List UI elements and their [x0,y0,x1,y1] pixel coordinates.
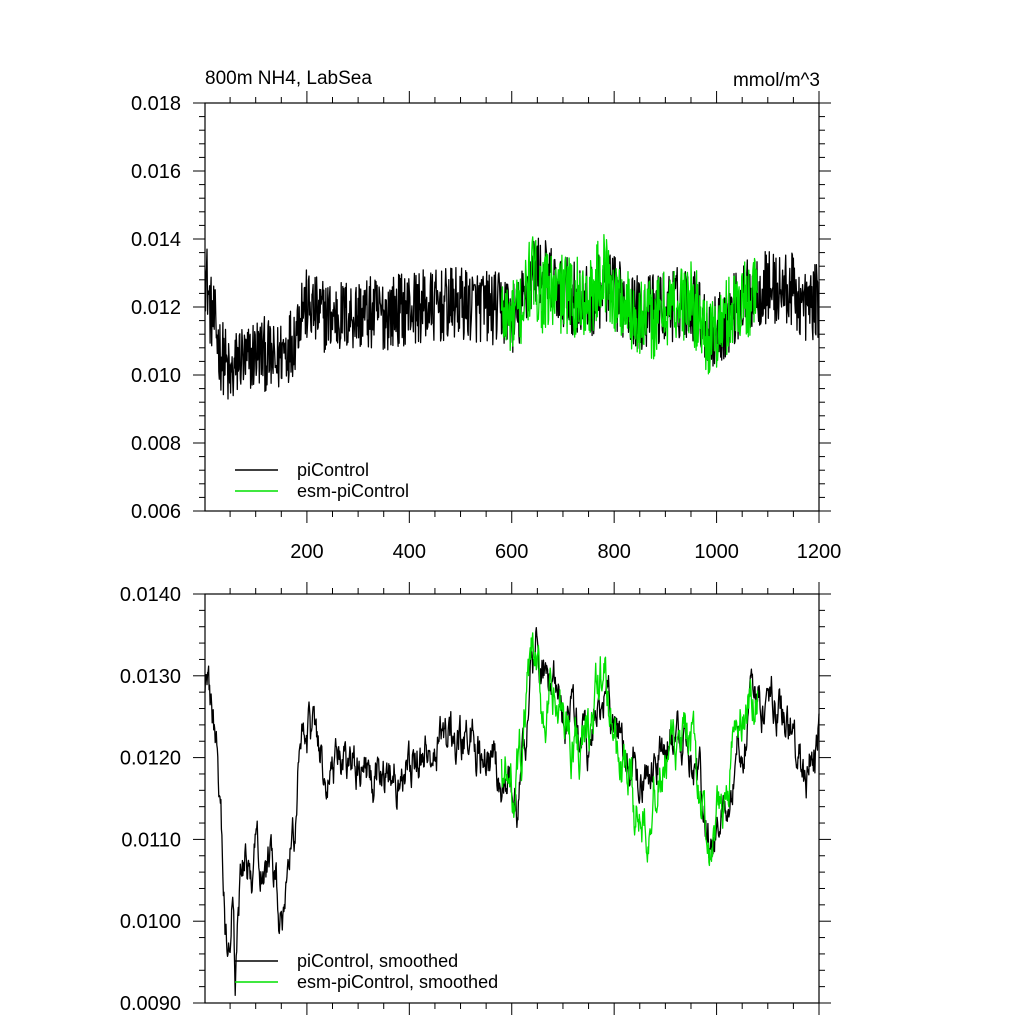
y-tick-label: 0.014 [131,229,181,251]
y-tick-label: 0.008 [131,433,181,455]
y-tick-label: 0.0090 [120,993,181,1015]
y-tick-label: 0.0110 [121,829,181,851]
y-tick-label: 0.012 [131,297,181,319]
legend-label-picontrol-smoothed: piControl, smoothed [297,951,458,971]
legend-label-esm-picontrol: esm-piControl [297,481,409,501]
y-tick-label: 0.016 [131,161,181,183]
legend-label-esm-picontrol-smoothed: esm-piControl, smoothed [297,972,498,992]
x-tick-label: 600 [495,541,528,563]
series-line-esm-picontrol [500,234,759,375]
top-panel-units: mmol/m^3 [733,70,820,91]
x-tick-label: 800 [597,541,630,563]
top-panel: 800m NH4, LabSea mmol/m^3 0.006 0.008 0.01… [131,68,841,563]
top-panel-legend: piControl esm-piControl [235,460,409,501]
bottom-panel-axes: 0.0090 0.0100 0.0110 0.0120 0.0130 0.0140 [120,582,831,1015]
x-tick-label: 1000 [694,541,739,563]
y-tick-label: 0.0140 [120,584,181,606]
y-tick-label: 0.0120 [120,748,181,770]
top-panel-title: 800m NH4, LabSea [205,68,372,89]
series-line-esm-picontrol-smoothed [500,632,759,867]
legend-label-picontrol: piControl [297,460,369,480]
top-panel-axes: 0.006 0.008 0.010 0.012 0.014 0.016 0.018 200 40… [131,91,841,563]
y-tick-label: 0.018 [131,93,181,115]
y-tick-label: 0.010 [131,365,181,387]
top-panel-series [204,234,820,400]
x-tick-label: 200 [290,541,323,563]
y-tick-label: 0.006 [131,501,181,523]
bottom-panel: 0.0090 0.0100 0.0110 0.0120 0.0130 0.0140 piC… [120,582,831,1015]
x-tick-label: 400 [393,541,426,563]
bottom-panel-legend: piControl, smoothed esm-piControl, smoot… [235,951,498,992]
y-tick-label: 0.0130 [120,666,181,688]
x-tick-label: 1200 [797,541,842,563]
y-tick-label: 0.0100 [120,911,181,933]
bottom-panel-series [204,627,820,996]
